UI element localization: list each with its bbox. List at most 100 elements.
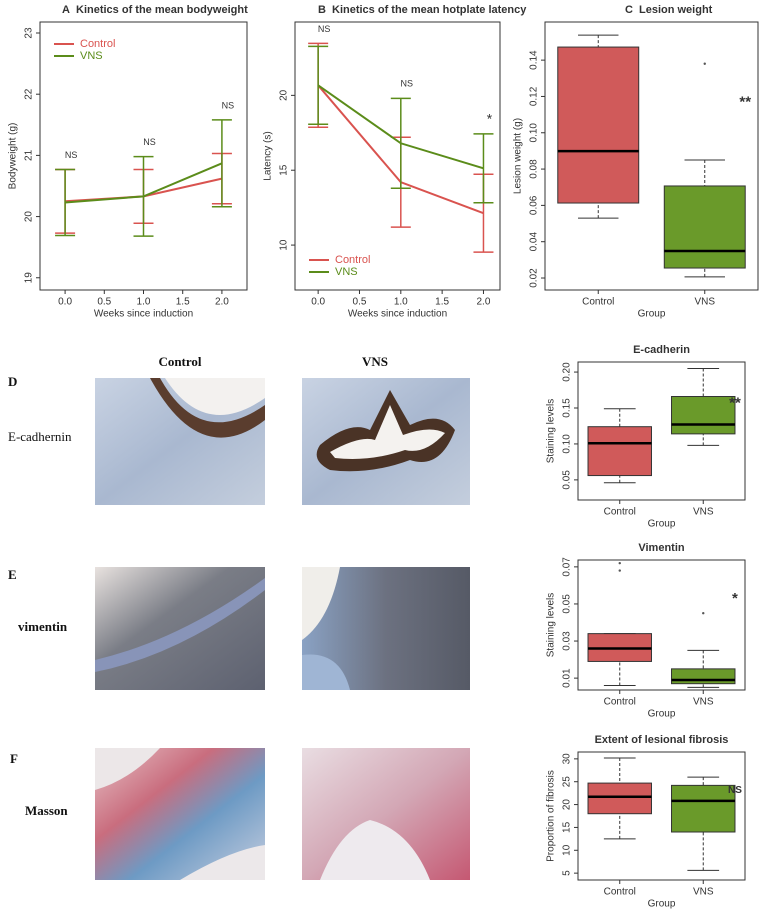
lumen	[165, 378, 265, 415]
y-tick-label: 10	[562, 844, 573, 856]
chart-title: Kinetics of the mean bodyweight	[76, 4, 248, 16]
panel-label: C	[625, 4, 633, 16]
y-tick-label: 22	[24, 88, 35, 100]
y-tick-label: 0.01	[562, 668, 573, 688]
outlier	[703, 62, 706, 65]
x-tick-label: Control	[604, 507, 636, 518]
annotation: NS	[318, 24, 331, 34]
x-tick-label: 0.0	[58, 297, 72, 308]
tissue	[150, 378, 265, 438]
x-tick-label: 1.0	[394, 297, 408, 308]
y-tick-label: 0.07	[562, 557, 573, 577]
y-tick-label: 21	[24, 149, 35, 161]
y-tick-label: 0.02	[529, 268, 540, 288]
x-tick-label: Control	[604, 887, 636, 898]
plot-frame	[577, 361, 746, 501]
error-bar	[308, 45, 329, 126]
annotation: NS	[222, 100, 235, 110]
y-tick-label: 0.10	[529, 123, 540, 143]
lumen	[320, 820, 430, 880]
x-tick-label: 2.0	[477, 297, 491, 308]
box	[671, 396, 736, 435]
y-axis-label: Lesion weight (g)	[513, 118, 524, 194]
error-bar	[55, 168, 76, 237]
micrograph	[95, 567, 265, 690]
y-tick-label: 30	[562, 753, 573, 765]
panel-label: E	[8, 567, 17, 582]
y-tick-label: 10	[279, 239, 290, 251]
x-tick-label: VNS	[693, 507, 714, 518]
y-tick-label: 0.04	[529, 232, 540, 252]
chart-title: E-cadherin	[633, 344, 690, 356]
outlier	[618, 561, 621, 565]
y-tick-label: 20	[562, 799, 573, 811]
annotation: *	[732, 590, 738, 607]
box	[663, 185, 746, 269]
row-label: E-cadhernin	[8, 429, 72, 444]
x-tick-label: 1.5	[176, 297, 190, 308]
row-label: vimentin	[18, 619, 68, 634]
outlier	[702, 612, 705, 615]
x-tick-label: 1.5	[435, 297, 449, 308]
annotation: NS	[65, 150, 78, 160]
y-tick-label: 0.05	[562, 470, 573, 490]
y-tick-label: 19	[24, 272, 35, 284]
column-label: Control	[158, 354, 201, 369]
legend-label: VNS	[80, 50, 103, 62]
x-tick-label: 2.0	[215, 297, 229, 308]
error-bar	[473, 133, 494, 204]
y-tick-label: 25	[562, 776, 573, 788]
legend-label: VNS	[335, 266, 358, 278]
y-axis-label: Latency (s)	[263, 131, 274, 180]
column-label: VNS	[362, 354, 388, 369]
y-axis-label: Staining levels	[546, 593, 557, 657]
y-axis-label: Staining levels	[546, 399, 557, 463]
chart-title: Vimentin	[638, 542, 685, 554]
y-tick-label: 0.15	[562, 398, 573, 418]
chart-title: Kinetics of the mean hotplate latency	[332, 4, 527, 16]
lumen	[95, 748, 160, 790]
x-axis-label: Group	[648, 519, 676, 530]
annotation: *	[487, 111, 493, 127]
y-tick-label: 0.06	[529, 195, 540, 215]
x-tick-label: 0.0	[311, 297, 325, 308]
x-tick-label: VNS	[693, 887, 714, 898]
x-tick-label: Control	[582, 297, 614, 308]
box	[587, 782, 652, 815]
outlier	[618, 569, 621, 572]
plot-frame	[577, 559, 746, 691]
plot-frame	[544, 21, 759, 291]
epithelium	[95, 578, 265, 672]
y-tick-label: 0.05	[562, 594, 573, 614]
box	[671, 784, 736, 833]
lumen	[330, 405, 445, 459]
x-tick-label: Control	[604, 697, 636, 708]
lumen	[180, 845, 265, 880]
y-tick-label: 15	[562, 821, 573, 833]
x-tick-label: VNS	[693, 697, 714, 708]
panel-label: B	[318, 4, 326, 16]
box	[557, 46, 640, 204]
annotation: NS	[401, 79, 414, 89]
x-tick-label: 0.5	[97, 297, 111, 308]
y-tick-label: 0.20	[562, 362, 573, 382]
annotation: NS	[728, 785, 742, 796]
x-tick-label: 1.0	[137, 297, 151, 308]
y-tick-label: 0.08	[529, 159, 540, 179]
row-label: Masson	[25, 803, 68, 818]
plot-frame	[294, 21, 501, 291]
y-tick-label: 23	[24, 27, 35, 39]
error-bar	[133, 155, 154, 237]
plot-frame	[577, 751, 746, 881]
y-tick-label: 5	[562, 870, 573, 876]
y-tick-label: 0.12	[529, 86, 540, 106]
y-axis-label: Proportion of fibrosis	[546, 770, 557, 862]
chart-title: Lesion weight	[639, 4, 713, 16]
y-tick-label: 0.03	[562, 631, 573, 651]
annotation: **	[739, 93, 751, 110]
panel-label: F	[10, 751, 18, 766]
legend-label: Control	[80, 38, 115, 50]
x-axis-label: Group	[648, 899, 676, 910]
x-axis-label: Group	[638, 309, 666, 320]
